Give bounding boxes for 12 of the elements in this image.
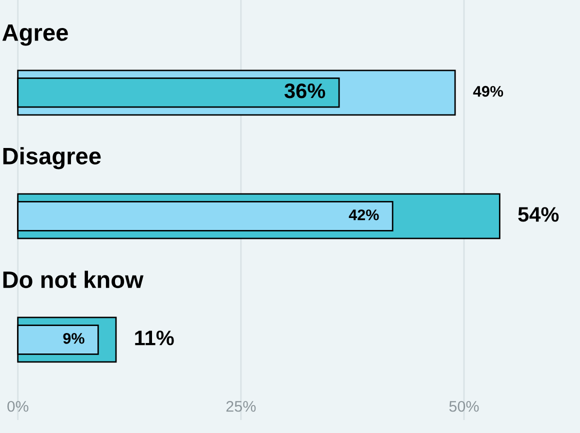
data-label: 11% <box>135 330 174 346</box>
data-label: 42% <box>348 209 379 220</box>
data-label: 9% <box>63 332 84 344</box>
y-tick-label: Disagree <box>3 147 101 170</box>
data-label: 49% <box>473 86 504 97</box>
x-tick-label: 50% <box>449 400 479 412</box>
data-label: 36% <box>284 83 326 98</box>
data-label: 54% <box>518 207 559 222</box>
x-tick-label: 0% <box>7 400 28 412</box>
y-tick-label: Do not know <box>3 270 144 288</box>
x-tick-label: 25% <box>226 400 256 412</box>
y-tick-label: Agree <box>2 24 68 46</box>
